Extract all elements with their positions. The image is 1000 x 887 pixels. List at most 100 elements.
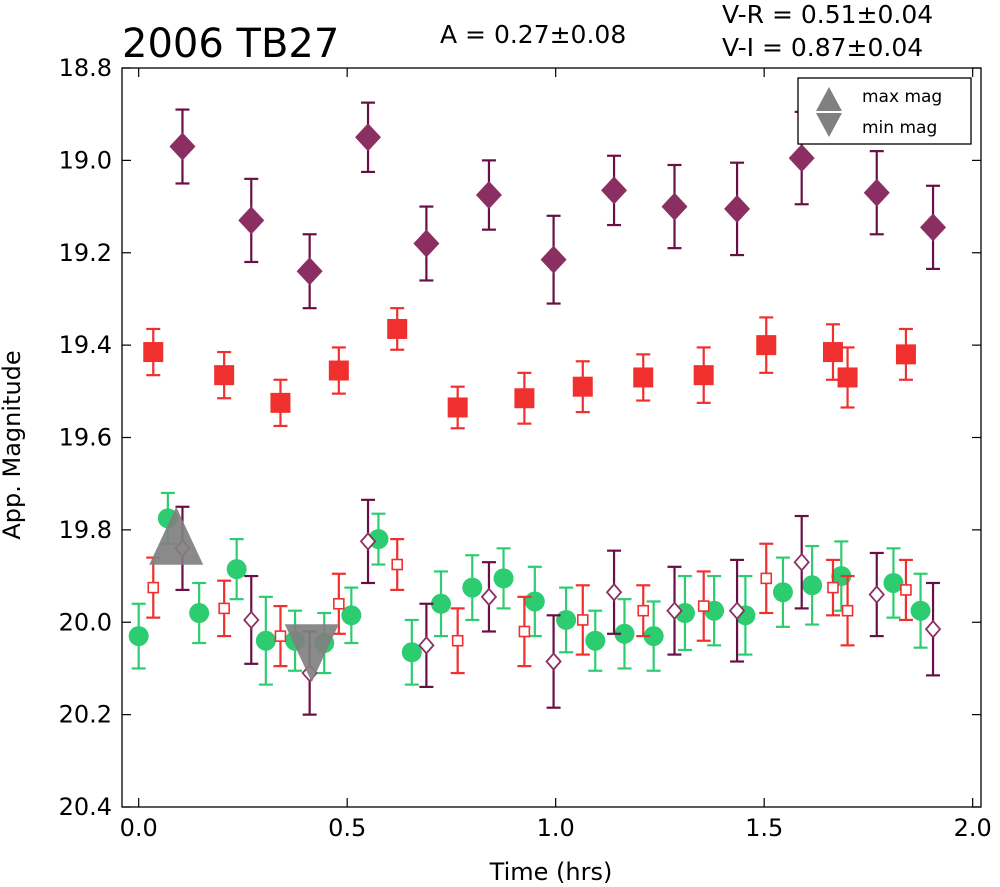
data-point	[637, 604, 650, 617]
data-point	[760, 572, 773, 585]
data-point	[643, 626, 664, 647]
max-mag-marker	[149, 506, 204, 565]
data-point	[868, 585, 885, 604]
data-point	[545, 652, 562, 671]
data-point	[633, 367, 654, 388]
data-point	[355, 123, 382, 152]
data-point	[697, 600, 710, 612]
data-point	[666, 601, 683, 621]
y-tick-label: 19.6	[59, 424, 112, 452]
x-tick-label: 1.0	[537, 814, 575, 842]
data-point	[601, 176, 628, 205]
data-point	[270, 392, 291, 413]
data-point	[585, 630, 606, 651]
data-point	[802, 575, 823, 596]
data-point	[572, 376, 593, 397]
data-point	[413, 229, 440, 258]
data-point	[418, 635, 435, 655]
data-point	[822, 342, 843, 363]
y-tick-label: 20.0	[59, 608, 112, 636]
data-point	[391, 558, 404, 571]
data-point	[756, 335, 777, 356]
series-1	[143, 307, 916, 430]
legend-max-mag-marker	[816, 87, 842, 111]
data-point	[514, 388, 535, 409]
y-tick-label: 19.2	[59, 239, 112, 267]
data-point	[401, 642, 422, 663]
chart-title: 2006 TB27	[122, 21, 339, 67]
min-mag-marker	[284, 624, 339, 683]
data-point	[128, 626, 149, 647]
data-point	[661, 192, 688, 221]
data-point	[827, 581, 839, 594]
data-point	[493, 568, 514, 589]
data-point	[143, 342, 164, 363]
data-point	[728, 601, 746, 621]
data-point	[475, 181, 502, 210]
y-tick-label: 20.2	[59, 701, 112, 729]
data-point	[430, 593, 451, 614]
data-point	[863, 178, 890, 207]
data-point	[605, 582, 623, 602]
amplitude-annotation: A = 0.27±0.08	[440, 20, 626, 49]
series-3	[146, 538, 913, 675]
data-point	[540, 245, 567, 274]
x-tick-label: 0.5	[328, 814, 366, 842]
data-point	[524, 591, 545, 612]
data-point	[788, 144, 815, 173]
data-point	[837, 367, 858, 388]
data-point	[480, 587, 498, 607]
data-point	[693, 365, 714, 386]
y-tick-label: 20.4	[59, 793, 112, 821]
data-point	[451, 634, 464, 647]
x-tick-label: 1.5	[745, 814, 783, 842]
data-point	[214, 365, 235, 386]
data-point	[462, 577, 483, 598]
data-point	[614, 623, 635, 644]
data-point	[924, 619, 942, 639]
data-point	[328, 360, 349, 381]
legend-min-mag-marker	[816, 113, 842, 137]
y-tick-label: 18.8	[59, 54, 112, 82]
data-point	[900, 584, 912, 596]
data-point	[243, 610, 260, 630]
data-point	[274, 630, 287, 642]
v-i-annotation: V-I = 0.87±0.04	[722, 33, 923, 62]
series-4	[174, 498, 942, 716]
data-point	[387, 318, 408, 339]
data-point	[895, 344, 916, 365]
data-marks	[128, 101, 947, 716]
data-point	[556, 609, 577, 630]
y-axis-title: App. Magnitude	[0, 350, 26, 539]
data-point	[883, 572, 904, 593]
x-tick-label: 2.0	[954, 814, 992, 842]
series-2	[128, 491, 931, 686]
data-point	[910, 600, 931, 621]
y-tick-label: 19.0	[59, 146, 112, 174]
y-tick-label: 19.8	[59, 516, 112, 544]
x-axis-title: Time (hrs)	[489, 858, 613, 886]
x-tick-label: 0.0	[120, 814, 158, 842]
data-point	[218, 602, 230, 615]
data-point	[841, 604, 854, 617]
data-point	[724, 194, 751, 223]
legend-max-mag-label: max mag	[862, 87, 942, 107]
data-point	[333, 597, 345, 610]
data-point	[341, 605, 362, 626]
data-point	[359, 532, 377, 551]
data-point	[576, 614, 589, 626]
data-point	[226, 559, 247, 580]
y-tick-label: 19.4	[59, 331, 112, 359]
data-point	[255, 630, 276, 651]
data-point	[920, 213, 947, 242]
plot-frame	[121, 67, 982, 808]
data-point	[518, 625, 531, 638]
series-0	[169, 101, 947, 310]
data-point	[147, 581, 160, 594]
v-r-annotation: V-R = 0.51±0.04	[722, 0, 933, 29]
data-point	[296, 257, 323, 286]
data-point	[238, 206, 265, 235]
legend: max mag min mag	[797, 77, 972, 145]
axis-ticks: 0.0 0.5 1.0 1.5 2.0 18.8 19.0 19.2 19.4 19.6 19.8 2…	[59, 54, 992, 842]
